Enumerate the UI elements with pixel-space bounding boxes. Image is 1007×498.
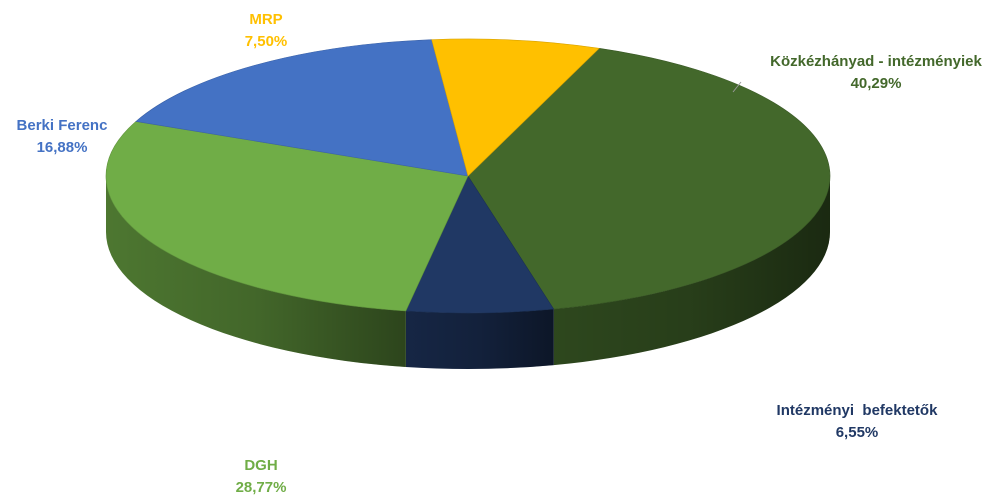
slice-name-label: Berki Ferenc (17, 117, 108, 134)
slice-name-label: Közkézhányad - intézményiek (770, 53, 982, 70)
slice-side-shade (553, 176, 831, 366)
pie-tops (105, 38, 831, 314)
slice-name-label: DGH (244, 457, 277, 474)
slice-value-label: 6,55% (836, 424, 879, 441)
slice-intezmenyi-befektetok (405, 175, 555, 314)
pie-labels: Közkézhányad - intézményiek 40,29% Intézmé… (17, 11, 983, 496)
label-kozkezhanyad-intezmenyiek: Közkézhányad - intézményiek 40,29% (770, 53, 982, 92)
slice-dgh (105, 121, 469, 312)
label-intezmenyi-befektetok: Intézményi befektetők 6,55% (777, 402, 939, 441)
leader-lines (732, 81, 742, 93)
slice-value-label: 7,50% (245, 33, 288, 50)
label-berki-ferenc: Berki Ferenc 16,88% (17, 117, 108, 156)
leader-line (732, 81, 742, 93)
slice-kozkezhanyad-intezmenyiek (467, 47, 831, 310)
slice-berki-ferenc (135, 39, 469, 177)
slice-name-label: Intézményi befektetők (777, 402, 939, 419)
slice-value-label: 28,77% (236, 479, 287, 496)
slice-mrp (431, 38, 600, 177)
slice-side-shade (106, 176, 406, 367)
slice-value-label: 16,88% (37, 139, 88, 156)
slice-value-label: 40,29% (851, 75, 902, 92)
slice-side-shade (405, 309, 554, 369)
label-mrp: MRP 7,50% (245, 11, 288, 50)
label-dgh: DGH 28,77% (236, 457, 287, 496)
pie-sides (106, 176, 831, 369)
slice-name-label: MRP (249, 11, 282, 28)
